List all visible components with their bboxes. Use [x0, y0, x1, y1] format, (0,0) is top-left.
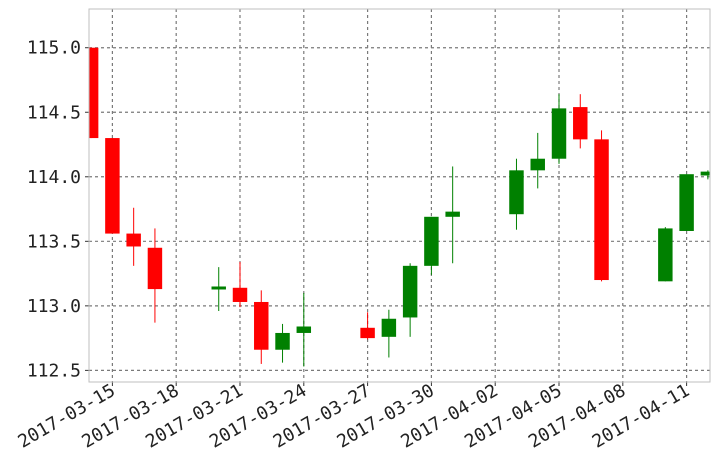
candle-body-up: [296, 326, 312, 333]
candle-body-up: [658, 228, 673, 282]
candle-body-up: [509, 170, 524, 215]
candle-body-up: [551, 108, 567, 159]
candle-body-down: [126, 233, 141, 247]
candle-body-down: [89, 47, 99, 139]
candle-body-down: [594, 139, 609, 281]
y-tick-label: 114.5: [27, 102, 81, 123]
candle-body-down: [360, 327, 375, 339]
candle-body-down: [573, 107, 588, 140]
candle-body-up: [275, 332, 290, 350]
y-tick-label: 112.5: [27, 360, 81, 381]
candle-body-up: [700, 171, 710, 176]
y-tick-label: 113.0: [27, 296, 81, 317]
candle-body-up: [211, 286, 226, 290]
candle-body-up: [530, 158, 545, 171]
plot-area: [89, 9, 710, 382]
plot-frame: [88, 8, 711, 383]
candle-body-up: [402, 265, 418, 318]
candle-body-up: [381, 318, 397, 337]
candle-body-down: [232, 287, 248, 302]
candle-body-up: [424, 216, 439, 266]
candle-body-up: [679, 174, 694, 231]
y-tick-label: 114.0: [27, 167, 81, 188]
candle-body-down: [147, 247, 163, 290]
candles-group: [89, 47, 710, 367]
candle-body-up: [445, 211, 460, 217]
y-tick-label: 115.0: [27, 38, 81, 59]
candle-body-down: [254, 301, 269, 350]
y-tick-label: 113.5: [27, 231, 81, 252]
candle-body-down: [105, 138, 120, 234]
